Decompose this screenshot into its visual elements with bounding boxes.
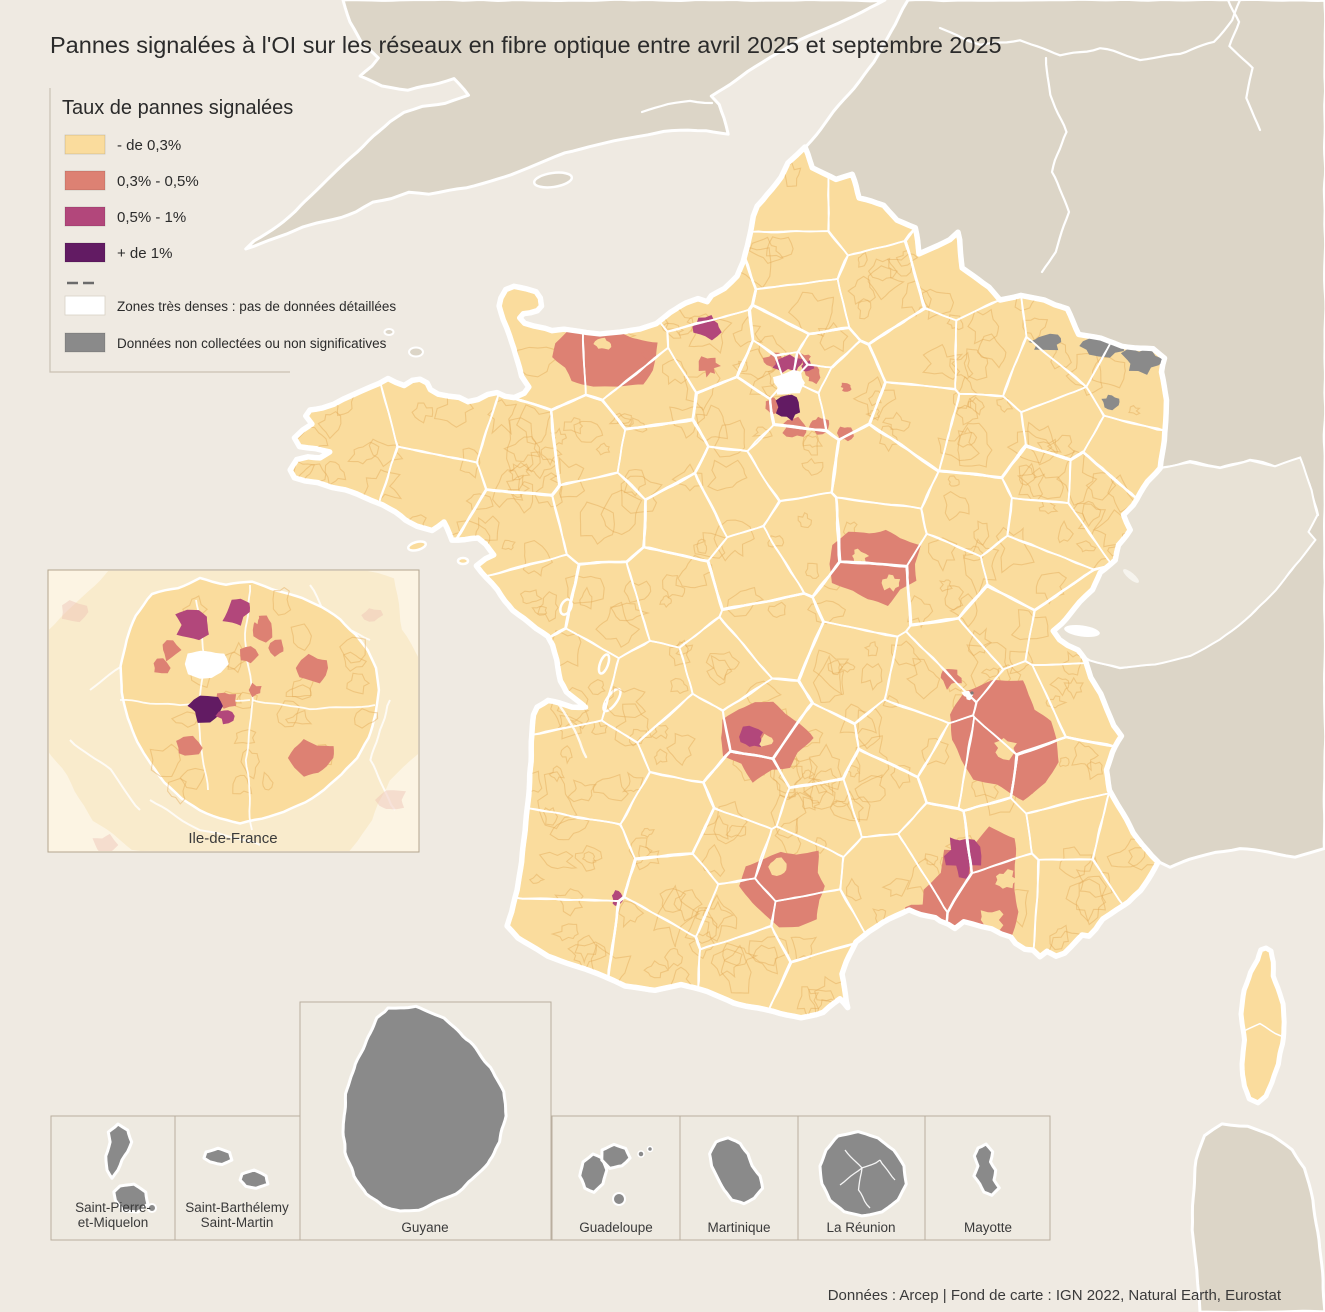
svg-text:La Réunion: La Réunion	[826, 1220, 895, 1235]
svg-text:0,3% - 0,5%: 0,3% - 0,5%	[117, 173, 199, 190]
svg-text:Données : Arcep | Fond de cart: Données : Arcep | Fond de carte : IGN 20…	[828, 1287, 1282, 1304]
svg-text:et-Miquelon: et-Miquelon	[78, 1215, 149, 1230]
svg-text:Mayotte: Mayotte	[964, 1220, 1012, 1235]
svg-text:Saint-Pierre-: Saint-Pierre-	[75, 1200, 151, 1215]
svg-text:Guadeloupe: Guadeloupe	[579, 1220, 653, 1235]
svg-text:Pannes signalées à l'OI sur le: Pannes signalées à l'OI sur les réseaux …	[50, 32, 1002, 58]
svg-text:Guyane: Guyane	[401, 1220, 448, 1235]
svg-text:- de 0,3%: - de 0,3%	[117, 137, 181, 154]
svg-text:Données non collectées ou non: Données non collectées ou non significat…	[117, 336, 387, 351]
svg-text:Martinique: Martinique	[707, 1220, 770, 1235]
svg-text:Taux de pannes signalées: Taux de pannes signalées	[62, 97, 293, 119]
svg-text:Zones très denses : pas de don: Zones très denses : pas de données détai…	[117, 299, 396, 314]
svg-text:Saint-Martin: Saint-Martin	[201, 1215, 274, 1230]
svg-text:Ile-de-France: Ile-de-France	[188, 830, 277, 847]
svg-text:Saint-Barthélemy: Saint-Barthélemy	[185, 1200, 289, 1215]
svg-text:+ de 1%: + de 1%	[117, 245, 172, 262]
svg-text:0,5% - 1%: 0,5% - 1%	[117, 209, 186, 226]
